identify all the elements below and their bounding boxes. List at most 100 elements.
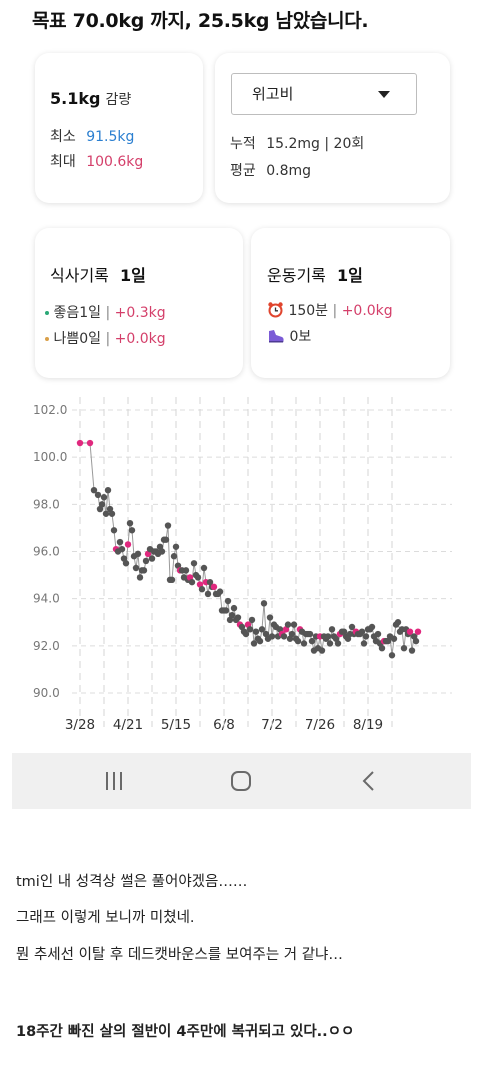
data-point[interactable] (362, 633, 370, 640)
highlighted-data-point[interactable] (414, 628, 422, 635)
data-point[interactable] (374, 630, 382, 638)
data-point[interactable] (256, 637, 264, 645)
data-point[interactable] (260, 600, 268, 607)
data-point[interactable] (388, 652, 396, 659)
data-point[interactable] (90, 486, 98, 494)
back-icon[interactable] (357, 769, 381, 793)
data-point[interactable] (100, 494, 108, 501)
y-tick-label: 94.0 (33, 592, 60, 606)
data-point[interactable] (164, 522, 172, 529)
data-point[interactable] (204, 590, 212, 598)
highlighted-data-point[interactable] (124, 541, 132, 548)
data-point[interactable] (102, 510, 110, 517)
data-point[interactable] (234, 614, 242, 621)
data-point[interactable] (182, 567, 190, 574)
data-point[interactable] (194, 574, 202, 581)
data-point[interactable] (134, 550, 142, 558)
data-point[interactable] (168, 576, 176, 583)
data-point[interactable] (170, 553, 178, 560)
highlighted-data-point[interactable] (86, 439, 94, 447)
data-point[interactable] (394, 619, 402, 626)
data-point[interactable] (284, 621, 292, 628)
highlighted-data-point[interactable] (76, 439, 84, 447)
data-point[interactable] (248, 616, 256, 624)
data-point[interactable] (400, 644, 408, 652)
data-point[interactable] (148, 555, 156, 562)
data-point[interactable] (300, 640, 308, 647)
data-point[interactable] (224, 597, 232, 605)
data-point[interactable] (200, 564, 208, 572)
exercise-steps: 0보 (289, 329, 312, 345)
data-point[interactable] (158, 548, 166, 555)
data-point[interactable] (108, 510, 116, 517)
data-point[interactable] (228, 611, 236, 619)
data-point[interactable] (252, 628, 260, 635)
data-point[interactable] (118, 545, 126, 553)
data-point[interactable] (368, 623, 376, 631)
data-point[interactable] (172, 543, 180, 550)
max-weight-label: 최대 (50, 154, 76, 170)
y-tick-label: 92.0 (33, 639, 60, 653)
data-point[interactable] (126, 520, 134, 527)
data-point[interactable] (198, 586, 206, 593)
data-point[interactable] (136, 574, 144, 581)
y-tick-label: 98.0 (33, 497, 60, 511)
data-point[interactable] (324, 633, 332, 640)
exercise-record-days: 1일 (336, 266, 363, 285)
meal-record-card[interactable]: 식사기록 1일 좋음1일 | +0.3kg 나쁨0일 | +0.0kg (35, 228, 243, 378)
data-point[interactable] (318, 647, 326, 654)
data-point[interactable] (358, 628, 366, 635)
recent-apps-icon[interactable] (102, 769, 126, 793)
data-point[interactable] (348, 623, 356, 631)
data-point[interactable] (328, 626, 336, 633)
data-point[interactable] (390, 635, 398, 642)
data-point[interactable] (242, 630, 250, 638)
data-point[interactable] (412, 637, 420, 645)
data-point[interactable] (378, 644, 386, 652)
bad-meal-delta: +0.0kg (114, 331, 166, 347)
data-point[interactable] (104, 486, 112, 494)
data-point[interactable] (360, 640, 368, 647)
data-point[interactable] (140, 567, 148, 574)
data-point[interactable] (110, 527, 118, 534)
data-point[interactable] (408, 647, 416, 654)
min-weight-label: 최소 (50, 129, 76, 145)
data-point[interactable] (288, 630, 296, 638)
exercise-record-card[interactable]: 운동기록 1일 150분 | +0.0kg 0보 (251, 228, 450, 378)
data-point[interactable] (222, 607, 230, 614)
data-point[interactable] (326, 640, 334, 647)
bad-meal-days: 0일 (79, 331, 102, 347)
medication-select[interactable]: 위고비 (231, 73, 417, 115)
data-point[interactable] (230, 604, 238, 612)
highlighted-data-point[interactable] (406, 628, 414, 635)
data-point[interactable] (128, 527, 136, 534)
data-point[interactable] (94, 491, 102, 499)
data-point[interactable] (190, 560, 198, 567)
weight-summary-card[interactable]: 5.1kg 감량 최소 91.5kg 최대 100.6kg (35, 53, 203, 203)
data-point[interactable] (280, 633, 288, 640)
data-point[interactable] (188, 578, 196, 586)
data-point[interactable] (268, 633, 276, 640)
data-point[interactable] (98, 501, 106, 508)
bad-meal-dot-icon (45, 337, 49, 341)
highlighted-data-point[interactable] (210, 583, 218, 591)
good-meal-label: 좋음 (53, 305, 80, 321)
data-point[interactable] (122, 560, 130, 567)
data-point[interactable] (132, 564, 140, 572)
data-point[interactable] (162, 536, 170, 543)
y-tick-label: 100.0 (33, 450, 67, 464)
data-point[interactable] (290, 621, 298, 628)
data-point[interactable] (266, 614, 274, 621)
y-tick-label: 90.0 (33, 686, 60, 700)
data-point[interactable] (306, 630, 314, 638)
data-point[interactable] (308, 637, 316, 645)
data-point[interactable] (142, 557, 150, 565)
data-point[interactable] (216, 588, 224, 595)
data-point[interactable] (294, 637, 302, 645)
home-icon[interactable] (229, 769, 253, 793)
data-point[interactable] (246, 626, 254, 633)
data-point[interactable] (250, 640, 258, 647)
data-point[interactable] (258, 626, 266, 633)
data-point[interactable] (116, 538, 124, 546)
data-point[interactable] (334, 640, 342, 647)
